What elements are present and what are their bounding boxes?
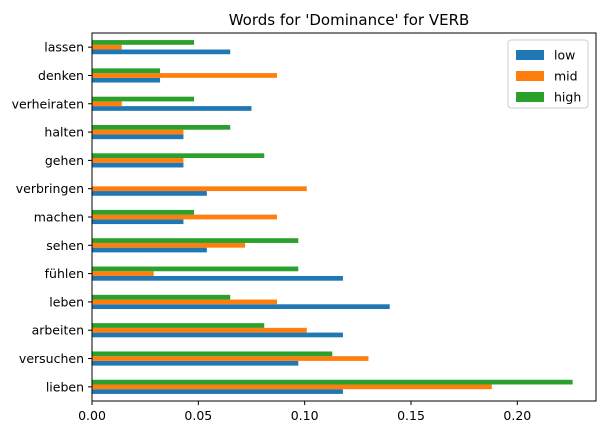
- y-tick-label: denken: [38, 68, 84, 83]
- bar-mid-verheiraten: [92, 101, 122, 107]
- bar-high-versuchen: [92, 351, 333, 357]
- x-tick-label: 0.10: [291, 408, 319, 423]
- y-tick-label: verheiraten: [12, 96, 84, 111]
- bar-mid-verbringen: [92, 186, 307, 192]
- bar-mid-lieben: [92, 384, 492, 390]
- y-tick-label: machen: [34, 210, 84, 225]
- bar-high-halten: [92, 125, 231, 130]
- x-tick-label: 0.20: [503, 408, 531, 423]
- bar-low-fühlen: [92, 275, 343, 281]
- bar-mid-versuchen: [92, 356, 369, 361]
- bar-high-denken: [92, 68, 161, 74]
- bar-high-sehen: [92, 238, 299, 243]
- legend-label-low: low: [554, 48, 575, 63]
- bar-low-sehen: [92, 247, 207, 253]
- bar-high-machen: [92, 209, 195, 215]
- bar-low-lassen: [92, 49, 231, 55]
- bar-mid-sehen: [92, 242, 246, 248]
- bar-high-fühlen: [92, 266, 299, 272]
- legend-label-mid: mid: [554, 69, 578, 84]
- y-tick-label: lieben: [46, 379, 84, 394]
- y-tick-label: fühlen: [45, 266, 84, 281]
- bar-mid-gehen: [92, 158, 184, 163]
- y-tick-label: arbeiten: [32, 323, 84, 338]
- bar-mid-denken: [92, 73, 278, 78]
- bar-high-leben: [92, 294, 231, 300]
- bar-mid-leben: [92, 299, 278, 305]
- x-tick-label: 0.15: [397, 408, 425, 423]
- legend-swatch-mid: [516, 71, 544, 81]
- y-tick-label: sehen: [46, 238, 84, 253]
- bar-mid-lassen: [92, 44, 122, 50]
- legend-label-high: high: [554, 90, 581, 105]
- bar-low-gehen: [92, 162, 184, 168]
- bar-high-lassen: [92, 40, 195, 45]
- bar-high-arbeiten: [92, 323, 265, 328]
- bar-low-machen: [92, 219, 184, 225]
- bar-low-leben: [92, 304, 390, 309]
- y-tick-label: gehen: [45, 153, 84, 168]
- bar-mid-fühlen: [92, 271, 154, 276]
- x-tick-label: 0.00: [78, 408, 106, 423]
- bar-high-lieben: [92, 379, 573, 385]
- y-axis-ticks: lieben versuchen arbeiten leben fühlen sehen m…: [12, 40, 92, 394]
- x-axis-ticks: 0.00 0.05 0.10 0.15 0.20: [78, 401, 531, 423]
- y-tick-label: halten: [44, 125, 84, 140]
- y-tick-label: lassen: [44, 40, 84, 55]
- bar-high-gehen: [92, 153, 265, 159]
- bar-low-versuchen: [92, 360, 299, 366]
- chart-title: Words for 'Dominance' for VERB: [229, 11, 470, 29]
- plot-frame: [91, 32, 597, 402]
- bar-mid-halten: [92, 129, 184, 135]
- y-tick-label: versuchen: [19, 351, 84, 366]
- y-tick-label: verbringen: [16, 181, 84, 196]
- legend-swatch-low: [516, 50, 544, 60]
- x-tick-label: 0.05: [184, 408, 212, 423]
- bars-layer: [92, 40, 573, 394]
- bar-low-verbringen: [92, 191, 207, 196]
- bar-mid-machen: [92, 214, 278, 220]
- bar-low-halten: [92, 134, 184, 140]
- legend: low mid high: [507, 39, 589, 109]
- bar-mid-arbeiten: [92, 327, 307, 333]
- bar-high-verheiraten: [92, 96, 195, 102]
- y-tick-label: leben: [49, 294, 84, 309]
- bar-low-verheiraten: [92, 106, 252, 111]
- bar-low-lieben: [92, 389, 343, 394]
- bar-low-arbeiten: [92, 332, 343, 338]
- legend-swatch-high: [516, 92, 544, 102]
- bar-low-denken: [92, 77, 161, 83]
